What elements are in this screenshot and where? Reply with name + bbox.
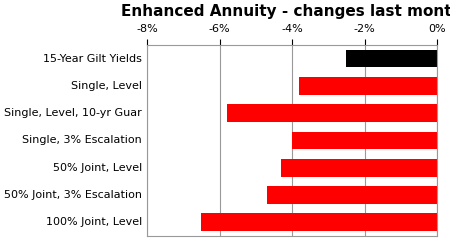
Bar — [292, 132, 437, 149]
Bar — [227, 104, 437, 122]
Bar — [267, 186, 437, 204]
Bar — [299, 77, 437, 95]
Bar — [346, 50, 437, 67]
Title: Enhanced Annuity - changes last month: Enhanced Annuity - changes last month — [121, 4, 450, 19]
Bar — [281, 159, 437, 176]
Bar — [202, 213, 437, 231]
